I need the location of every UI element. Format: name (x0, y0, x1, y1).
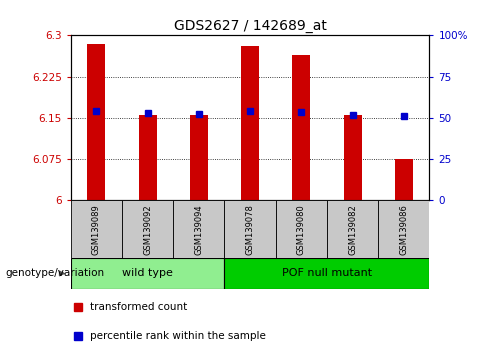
Text: GSM139089: GSM139089 (92, 204, 101, 255)
Bar (71, 258, 224, 289)
Bar (173, 200, 224, 258)
Text: GSM139078: GSM139078 (245, 204, 255, 255)
Bar (378, 200, 429, 258)
Text: POF null mutant: POF null mutant (282, 268, 372, 279)
Bar (87, 44, 105, 200)
Text: transformed count: transformed count (90, 302, 188, 312)
Text: wild type: wild type (122, 268, 173, 279)
Bar (276, 200, 327, 258)
Text: GSM139080: GSM139080 (297, 204, 306, 255)
Bar (224, 258, 429, 289)
Bar (122, 200, 173, 258)
Text: genotype/variation: genotype/variation (5, 268, 104, 279)
Bar (327, 200, 378, 258)
Bar (190, 115, 208, 200)
Text: GSM139094: GSM139094 (194, 204, 203, 255)
Bar (292, 55, 310, 200)
Bar (224, 200, 276, 258)
Text: percentile rank within the sample: percentile rank within the sample (90, 331, 266, 341)
Bar (71, 200, 122, 258)
Bar (139, 115, 157, 200)
Text: GSM139092: GSM139092 (143, 204, 152, 255)
Text: GSM139082: GSM139082 (348, 204, 357, 255)
Bar (344, 115, 362, 200)
Bar (241, 46, 259, 200)
Text: GSM139086: GSM139086 (399, 204, 408, 255)
Title: GDS2627 / 142689_at: GDS2627 / 142689_at (174, 19, 326, 33)
Bar (395, 159, 413, 200)
